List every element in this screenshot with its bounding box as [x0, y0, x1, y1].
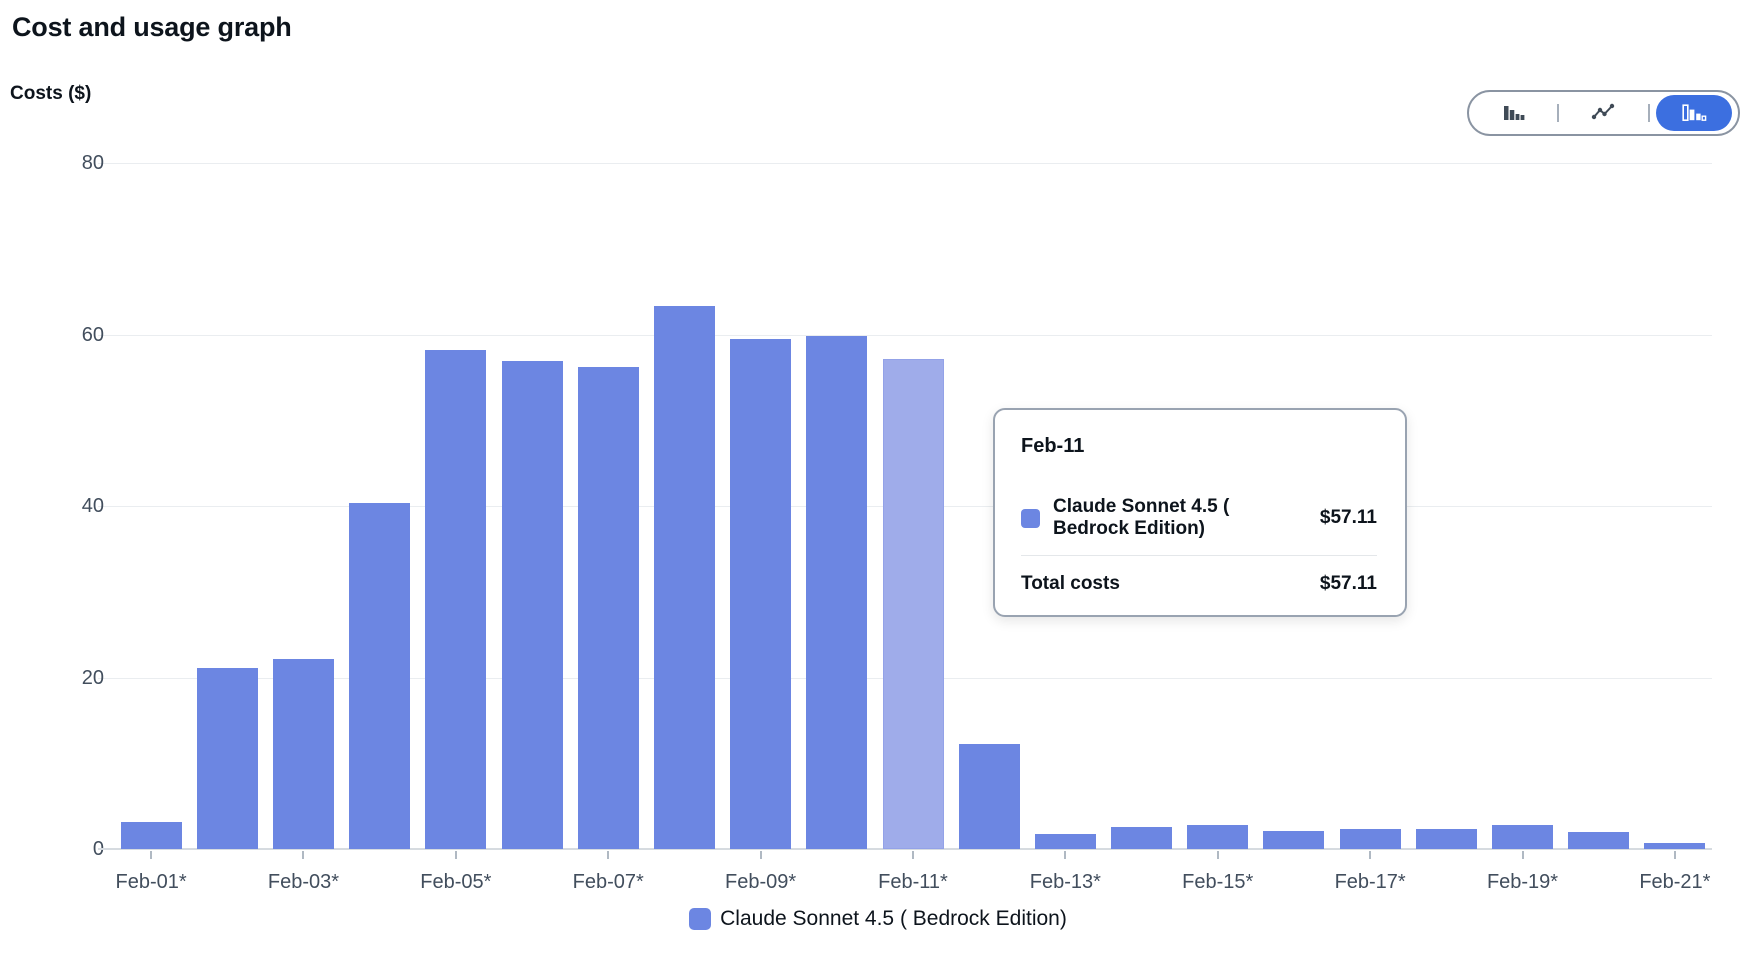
legend: Claude Sonnet 4.5 ( Bedrock Edition): [0, 907, 1756, 931]
tooltip-series-row: Claude Sonnet 4.5 ( Bedrock Edition) $57…: [1021, 496, 1377, 541]
bar-feb-17[interactable]: [1339, 829, 1401, 849]
x-axis-label-feb-07: Feb-07*: [572, 871, 644, 893]
y-axis-label-80: 80: [81, 152, 104, 174]
gridline-60: [98, 334, 1712, 336]
bar-feb-07[interactable]: [577, 367, 639, 849]
x-tick-feb-21: [1673, 851, 1676, 859]
x-axis-label-feb-11: Feb-11*: [878, 871, 948, 893]
y-axis-label-60: 60: [81, 323, 104, 346]
x-tick-feb-03: [302, 851, 305, 859]
page-title: Cost and usage graph: [12, 12, 292, 42]
tooltip-title: Feb-11: [1021, 435, 1085, 457]
x-tick-feb-13: [1064, 851, 1067, 859]
line-chart-icon: [1592, 103, 1615, 120]
bar-feb-11-highlighted[interactable]: [882, 359, 944, 849]
x-tick-feb-17: [1369, 851, 1372, 859]
tooltip-series-label: Claude Sonnet 4.5 ( Bedrock Edition): [1053, 496, 1230, 540]
bar-feb-12[interactable]: [958, 743, 1020, 849]
bar-feb-20[interactable]: [1568, 831, 1630, 849]
y-axis-label-20: 20: [81, 666, 104, 689]
bar-feb-05[interactable]: [425, 349, 487, 849]
x-axis-label-feb-03: Feb-03*: [267, 871, 340, 893]
legend-swatch: [689, 908, 712, 930]
x-axis-label-feb-05: Feb-05*: [420, 871, 492, 893]
y-axis-title: Costs ($): [10, 83, 92, 104]
tooltip-total-label: Total costs: [1021, 572, 1120, 594]
stacked-bar-chart-icon: [1682, 104, 1707, 121]
tooltip-series-value: $57.11: [1319, 507, 1377, 529]
y-axis-label-40: 40: [81, 495, 104, 517]
x-axis-label-feb-21: Feb-21*: [1639, 871, 1711, 893]
bar-feb-10[interactable]: [806, 336, 868, 849]
x-axis-label-feb-15: Feb-15*: [1182, 871, 1254, 893]
x-tick-feb-09: [759, 851, 762, 859]
series-swatch: [1021, 508, 1040, 528]
x-tick-feb-07: [607, 851, 610, 859]
legend-item[interactable]: Claude Sonnet 4.5 ( Bedrock Edition): [689, 907, 1067, 931]
tooltip-total-row: Total costs $57.11: [1021, 573, 1377, 595]
x-axis-label-feb-09: Feb-09*: [725, 871, 797, 893]
x-axis-label-feb-17: Feb-17*: [1334, 871, 1406, 893]
y-axis-label-0: 0: [30, 837, 104, 861]
chart-type-toggle-group: [1467, 90, 1740, 136]
bar-feb-04[interactable]: [349, 502, 411, 849]
bar-feb-08[interactable]: [653, 306, 715, 849]
toggle-separator: [1647, 104, 1650, 122]
bar-chart-icon: [1504, 106, 1525, 120]
x-axis-label-feb-13: Feb-13*: [1029, 871, 1101, 893]
x-axis-label-feb-01: Feb-01*: [115, 871, 187, 893]
x-tick-feb-01: [150, 851, 153, 859]
bar-feb-15[interactable]: [1187, 824, 1249, 849]
bar-feb-18[interactable]: [1415, 829, 1477, 849]
x-tick-feb-05: [454, 851, 457, 859]
x-tick-feb-19: [1521, 851, 1524, 859]
chart-type-stacked-bar-button[interactable]: [1650, 92, 1738, 134]
bar-feb-13[interactable]: [1034, 834, 1096, 849]
bar-feb-21[interactable]: [1644, 842, 1706, 849]
toggle-separator: [1557, 104, 1560, 122]
legend-label: Claude Sonnet 4.5 ( Bedrock Edition): [720, 907, 1067, 930]
gridline-80: [98, 163, 1712, 164]
gridline-0: [98, 848, 1712, 850]
tooltip-divider: [1021, 554, 1377, 556]
x-tick-feb-11: [912, 851, 914, 859]
bar-feb-14[interactable]: [1111, 826, 1173, 849]
x-axis-label-feb-19: Feb-19*: [1486, 871, 1559, 893]
bar-feb-03[interactable]: [272, 658, 334, 849]
bar-feb-06[interactable]: [501, 361, 563, 849]
bar-feb-16[interactable]: [1263, 830, 1325, 849]
chart-type-line-button[interactable]: [1559, 92, 1647, 134]
x-tick-feb-15: [1216, 851, 1219, 859]
bar-feb-19[interactable]: [1492, 824, 1554, 849]
chart-type-bar-button[interactable]: [1469, 92, 1557, 134]
bar-feb-09[interactable]: [730, 338, 792, 849]
bar-feb-01[interactable]: [120, 822, 182, 849]
bar-feb-02[interactable]: [196, 668, 258, 849]
tooltip-total-value: $57.11: [1319, 572, 1377, 594]
cost-tooltip: Feb-11 Claude Sonnet 4.5 ( Bedrock Editi…: [993, 408, 1407, 617]
